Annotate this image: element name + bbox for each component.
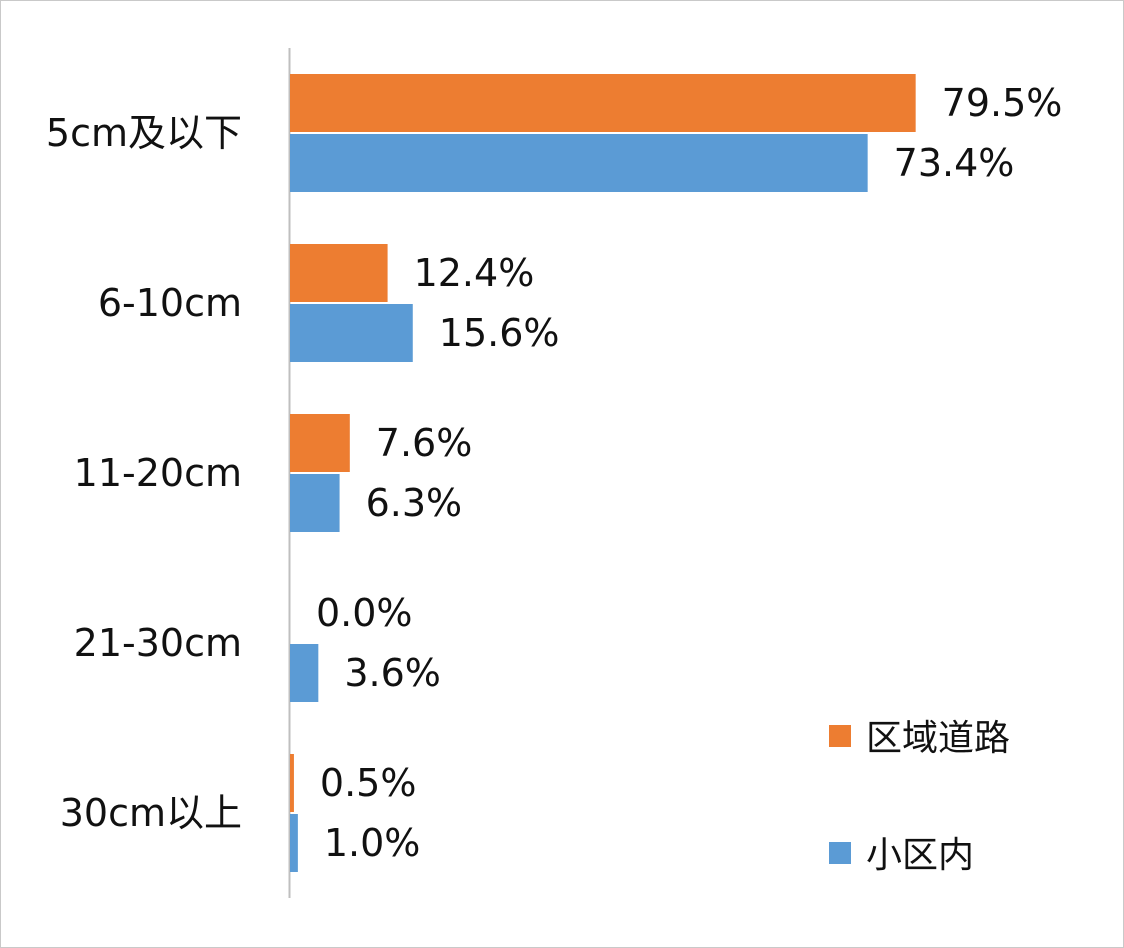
bar-residential-area-5cm-and-below: [290, 134, 868, 192]
legend-swatch-residential-area: [829, 842, 851, 864]
category-label-6-10cm: 6-10cm: [98, 281, 242, 325]
data-label-regional-road-6-10cm: 12.4%: [414, 251, 535, 295]
data-label-regional-road-21-30cm: 0.0%: [316, 591, 413, 635]
bar-residential-area-11-20cm: [290, 474, 340, 532]
data-label-regional-road-30cm-and-above: 0.5%: [320, 761, 417, 805]
data-label-residential-area-11-20cm: 6.3%: [366, 481, 463, 525]
legend-label-regional-road: 区域道路: [866, 718, 1010, 759]
bar-regional-road-5cm-and-below: [290, 74, 916, 132]
data-label-residential-area-5cm-and-below: 73.4%: [894, 141, 1015, 185]
data-label-residential-area-6-10cm: 15.6%: [439, 311, 560, 355]
category-label-30cm-and-above: 30cm以上: [60, 791, 242, 835]
legend-swatch-regional-road: [829, 725, 851, 747]
bar-residential-area-6-10cm: [290, 304, 413, 362]
category-label-5cm-and-below: 5cm及以下: [46, 111, 242, 155]
bar-regional-road-11-20cm: [290, 414, 350, 472]
bar-residential-area-21-30cm: [290, 644, 319, 702]
category-label-21-30cm: 21-30cm: [74, 621, 242, 665]
bar-regional-road-6-10cm: [290, 244, 388, 302]
data-label-regional-road-5cm-and-below: 79.5%: [942, 81, 1063, 125]
bar-regional-road-30cm-and-above: [290, 754, 294, 812]
data-label-residential-area-30cm-and-above: 1.0%: [324, 821, 421, 865]
bar-residential-area-30cm-and-above: [290, 814, 298, 872]
category-label-11-20cm: 11-20cm: [74, 451, 242, 495]
data-label-residential-area-21-30cm: 3.6%: [344, 651, 441, 695]
data-label-regional-road-11-20cm: 7.6%: [376, 421, 473, 465]
legend-label-residential-area: 小区内: [866, 835, 974, 876]
